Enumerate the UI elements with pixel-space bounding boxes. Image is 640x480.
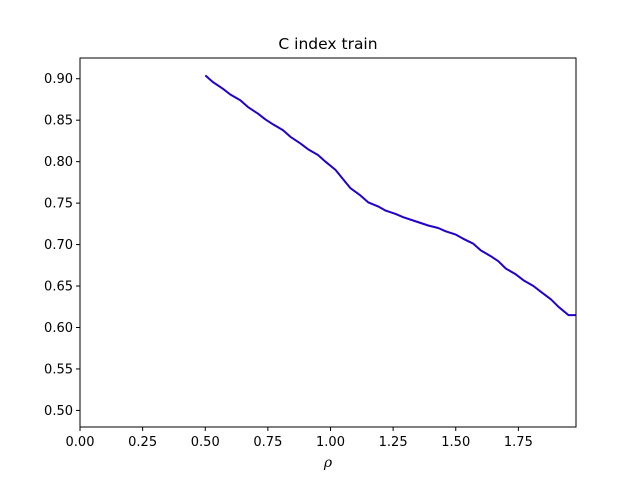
plot-frame <box>79 57 577 428</box>
x-axis-label: ρ <box>323 455 333 471</box>
y-axis: 0.50 0.55 0.60 0.65 0.70 0.75 0.80 0.85 0.90 <box>44 72 80 419</box>
x-tick-label: 1.75 <box>504 435 533 450</box>
y-tick-label: 0.85 <box>44 114 73 129</box>
x-tick-label: 0.25 <box>128 435 157 450</box>
plot-area <box>204 74 576 317</box>
x-tick-label: 1.50 <box>441 435 470 450</box>
y-tick-label: 0.70 <box>44 238 73 253</box>
y-tick-label: 0.60 <box>44 321 73 336</box>
y-tick-label: 0.50 <box>44 404 73 419</box>
x-tick-label: 1.25 <box>379 435 408 450</box>
x-tick-label: 1.00 <box>316 435 345 450</box>
y-tick-label: 0.55 <box>44 362 73 377</box>
chart-title: C index train <box>278 35 377 53</box>
x-tick-label: 0.75 <box>253 435 282 450</box>
y-tick-label: 0.80 <box>44 155 73 170</box>
series-line <box>204 74 576 317</box>
x-tick-label: 0.00 <box>66 435 95 450</box>
x-axis: 0.00 0.25 0.50 0.75 1.00 1.25 1.50 1.75 <box>66 427 533 450</box>
y-tick-label: 0.65 <box>44 280 73 295</box>
y-tick-label: 0.90 <box>44 72 73 87</box>
x-tick-label: 0.50 <box>191 435 220 450</box>
y-tick-label: 0.75 <box>44 197 73 212</box>
